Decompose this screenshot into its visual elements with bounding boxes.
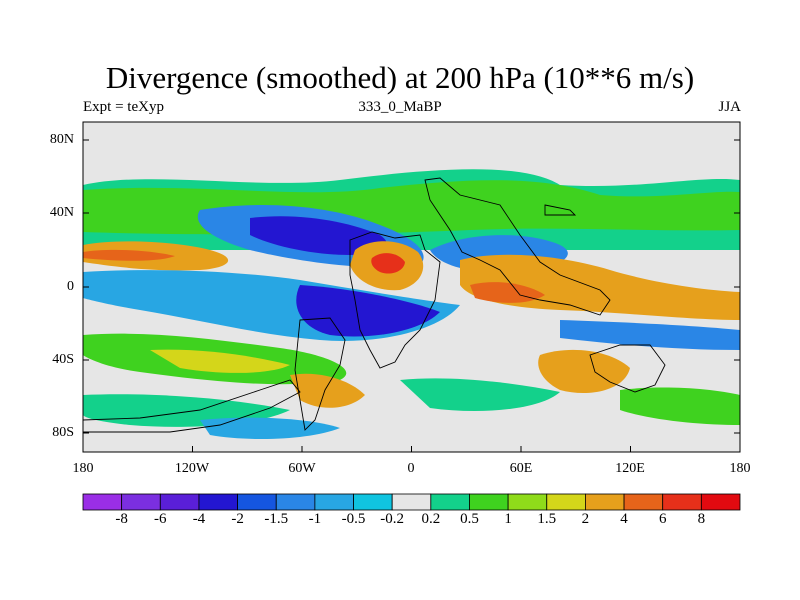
y-tick-label: 80S [52,425,74,440]
colorbar-label: -4 [192,511,206,527]
colorbar-label: 4 [620,511,628,527]
colorbar-swatch [469,493,509,511]
axis-ticks [82,139,741,452]
colorbar-label: -0.5 [341,511,366,527]
y-tick-label: 80N [49,132,74,147]
experiment-label: Expt = teXyp [83,99,164,115]
x-tick-label: 180 [72,461,94,476]
colorbar-label: 1.5 [537,511,557,527]
contour-field [83,122,740,452]
y-tick-label: 0 [67,279,74,294]
colorbar-swatch [623,493,664,511]
colorbar-swatch [275,493,316,511]
colorbar-label: 0.2 [421,511,441,527]
colorbar-swatch [585,493,625,511]
colorbar-label: 6 [658,511,667,527]
colorbar-label: -0.2 [380,511,405,527]
x-tick-label: 0 [407,461,415,476]
colorbar-label: 8 [697,511,706,527]
colorbar-swatch [237,493,277,511]
colorbar-label: 0.5 [460,511,479,527]
x-tick-label: 60W [288,461,316,476]
colorbar-swatch [546,493,586,511]
x-tick-label: 60E [509,461,533,476]
colorbar-swatch [662,493,702,511]
x-tick-label: 120W [174,461,210,476]
colorbar-swatch [82,493,123,511]
colorbar-swatch [121,493,161,511]
colorbar-swatch [391,493,432,511]
colorbar-swatch [159,493,200,511]
colorbar-swatch [353,493,393,511]
x-tick-label: 180 [729,461,751,476]
case-label: 333_0_MaBP [358,99,442,115]
plot-title: Divergence (smoothed) at 200 hPa (10**6 … [105,60,695,95]
y-tick-label: 40S [52,352,74,367]
colorbar-swatch [430,493,470,511]
colorbar-label: -1 [308,511,322,527]
colorbar-swatch [507,493,548,511]
colorbar-swatch [700,493,741,511]
colorbar-label: -2 [231,511,244,527]
colorbar-label: 2 [581,511,590,527]
colorbar-label: -1.5 [264,511,289,527]
season-label: JJA [718,99,741,115]
colorbar-swatch [314,493,354,511]
colorbar-label: -8 [115,511,128,527]
colorbar-label: 1 [504,511,512,527]
x-tick-label: 120E [615,461,645,476]
colorbar-swatch [198,493,238,511]
y-tick-label: 40N [49,205,74,220]
colorbar-label: -6 [154,511,167,527]
